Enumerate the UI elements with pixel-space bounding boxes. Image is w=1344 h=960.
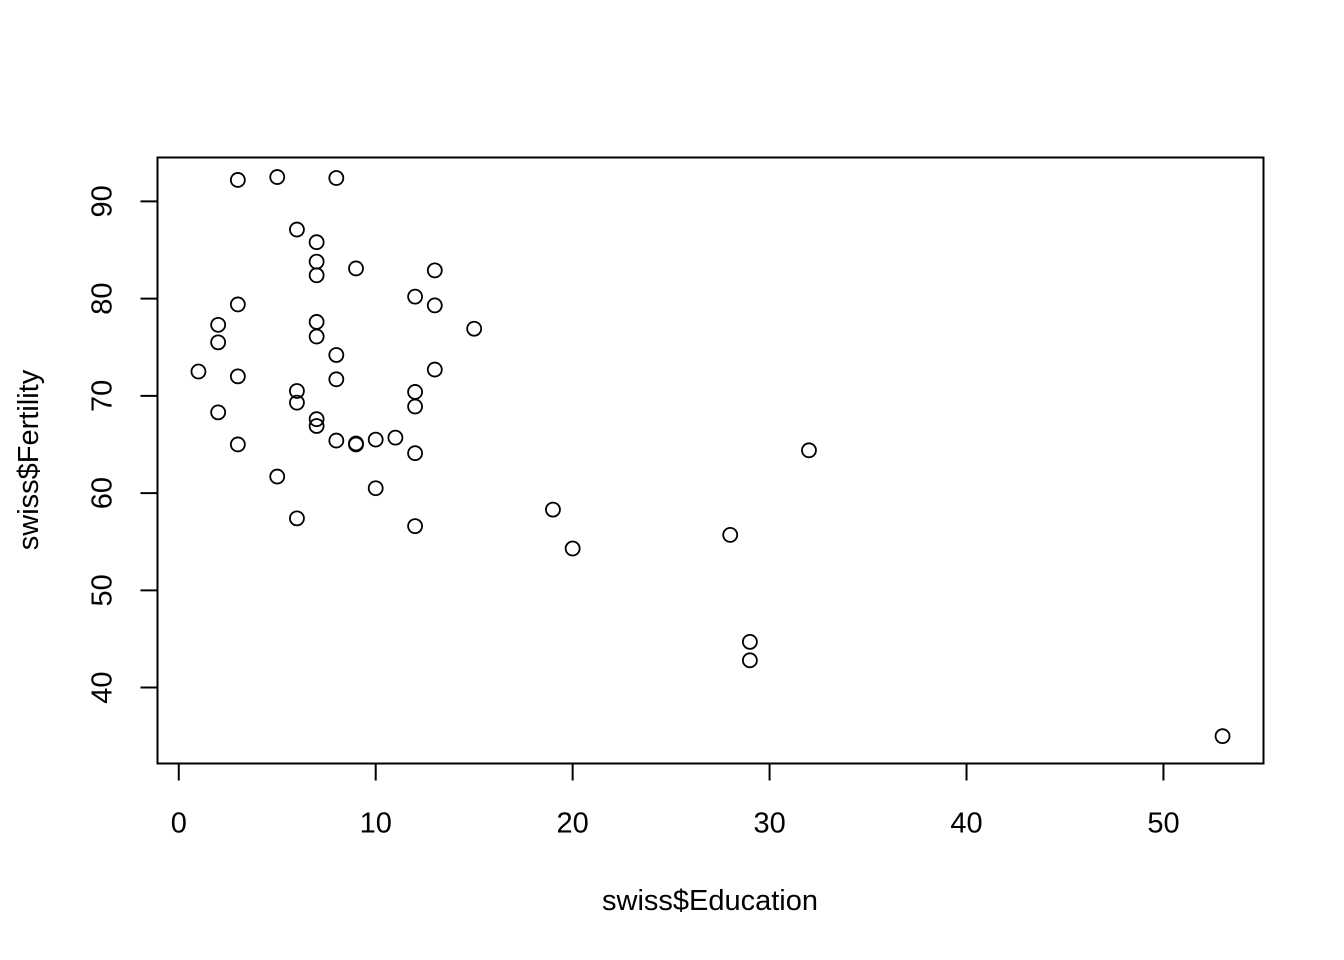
data-point (289, 221, 305, 238)
data-point (308, 411, 325, 428)
data-point (229, 436, 246, 453)
y-tick-label: 90 (87, 185, 119, 217)
data-point (328, 371, 345, 388)
data-point (308, 328, 325, 345)
data-point (426, 361, 443, 378)
x-tick-label: 20 (557, 808, 589, 840)
data-point (269, 169, 286, 185)
data-point (367, 480, 384, 497)
y-tick-label: 50 (87, 574, 119, 606)
data-point (229, 368, 246, 385)
data-point (269, 468, 286, 485)
data-point (564, 540, 581, 557)
data-point (367, 431, 384, 448)
data-point (741, 652, 758, 669)
data-point (308, 314, 325, 330)
y-axis-label: swiss$Fertility (13, 369, 45, 550)
y-tick-label: 80 (87, 282, 119, 314)
data-point (741, 633, 758, 650)
data-point (801, 442, 817, 459)
x-tick-label: 10 (360, 808, 392, 840)
data-point (407, 288, 423, 305)
plot-frame (156, 156, 1265, 765)
data-point (328, 347, 345, 363)
data-point (289, 394, 305, 411)
data-point (348, 260, 364, 277)
x-axis: 0 10 20 30 40 50 (171, 762, 1180, 840)
data-point (289, 510, 305, 527)
data-point (210, 404, 227, 421)
data-point (426, 262, 443, 279)
data-point (407, 518, 423, 535)
data-point (229, 172, 246, 188)
x-tick-label: 0 (171, 808, 187, 840)
data-point (426, 297, 443, 314)
data-point (308, 418, 325, 434)
data-point (229, 296, 246, 313)
data-point (1214, 728, 1231, 745)
data-point (722, 526, 739, 543)
data-point (308, 234, 325, 251)
data-point (407, 384, 423, 400)
data-point (328, 170, 345, 186)
data-point (210, 334, 227, 351)
data-point (190, 363, 207, 380)
data-point (289, 383, 305, 399)
y-axis: 40 50 60 70 80 90 (87, 185, 159, 704)
data-points (190, 169, 1231, 745)
data-point (466, 320, 483, 337)
data-point (545, 501, 561, 518)
data-point (407, 398, 423, 415)
data-point (308, 267, 325, 284)
data-point (387, 429, 404, 446)
data-point (210, 316, 227, 333)
data-point (308, 253, 325, 270)
data-point (328, 432, 345, 449)
y-tick-label: 40 (87, 671, 119, 703)
y-tick-label: 60 (87, 477, 119, 509)
data-point (348, 436, 364, 453)
x-tick-label: 50 (1147, 808, 1179, 840)
x-axis-label: swiss$Education (602, 885, 818, 917)
x-tick-label: 30 (753, 808, 785, 840)
y-tick-label: 70 (87, 380, 119, 412)
x-tick-label: 40 (950, 808, 982, 840)
data-point (407, 445, 423, 462)
